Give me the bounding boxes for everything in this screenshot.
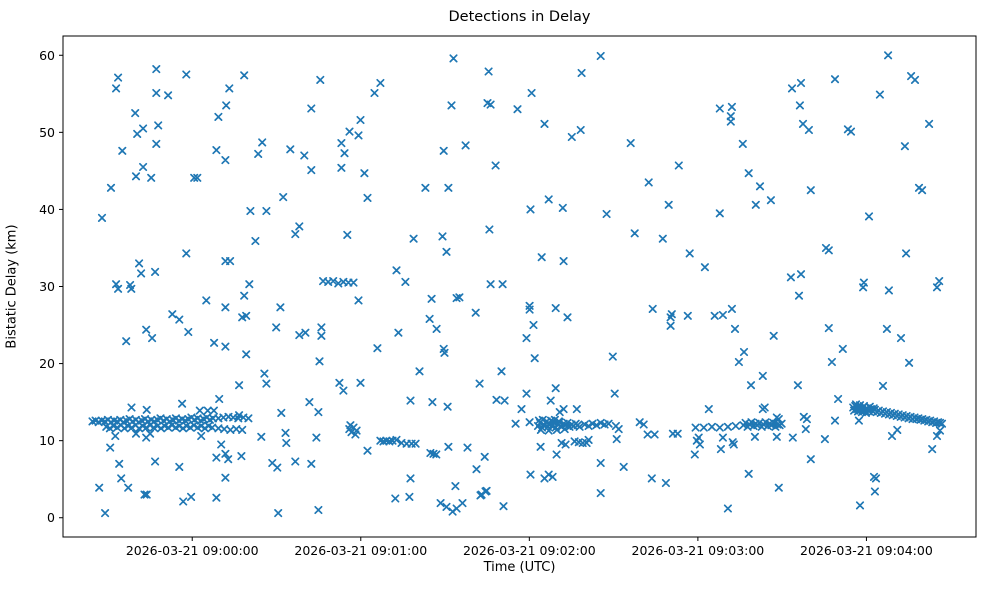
y-axis-label: Bistatic Delay (km): [4, 224, 20, 349]
y-tick-label: 50: [39, 125, 55, 140]
y-tick-label: 20: [39, 356, 55, 371]
y-tick-label: 10: [39, 433, 55, 448]
x-tick-label: 2026-03-21 09:00:00: [126, 543, 259, 558]
x-tick-label: 2026-03-21 09:02:00: [463, 543, 596, 558]
x-tick-label: 2026-03-21 09:04:00: [800, 543, 933, 558]
x-axis-label: Time (UTC): [483, 560, 556, 575]
x-tick-label: 2026-03-21 09:03:00: [632, 543, 765, 558]
y-tick-label: 30: [39, 279, 55, 294]
chart-title: Detections in Delay: [448, 9, 591, 25]
x-tick-label: 2026-03-21 09:01:00: [294, 543, 427, 558]
y-tick-label: 60: [39, 48, 55, 63]
y-tick-label: 0: [47, 510, 55, 525]
scatter-points: [88, 51, 947, 518]
y-tick-label: 40: [39, 202, 55, 217]
